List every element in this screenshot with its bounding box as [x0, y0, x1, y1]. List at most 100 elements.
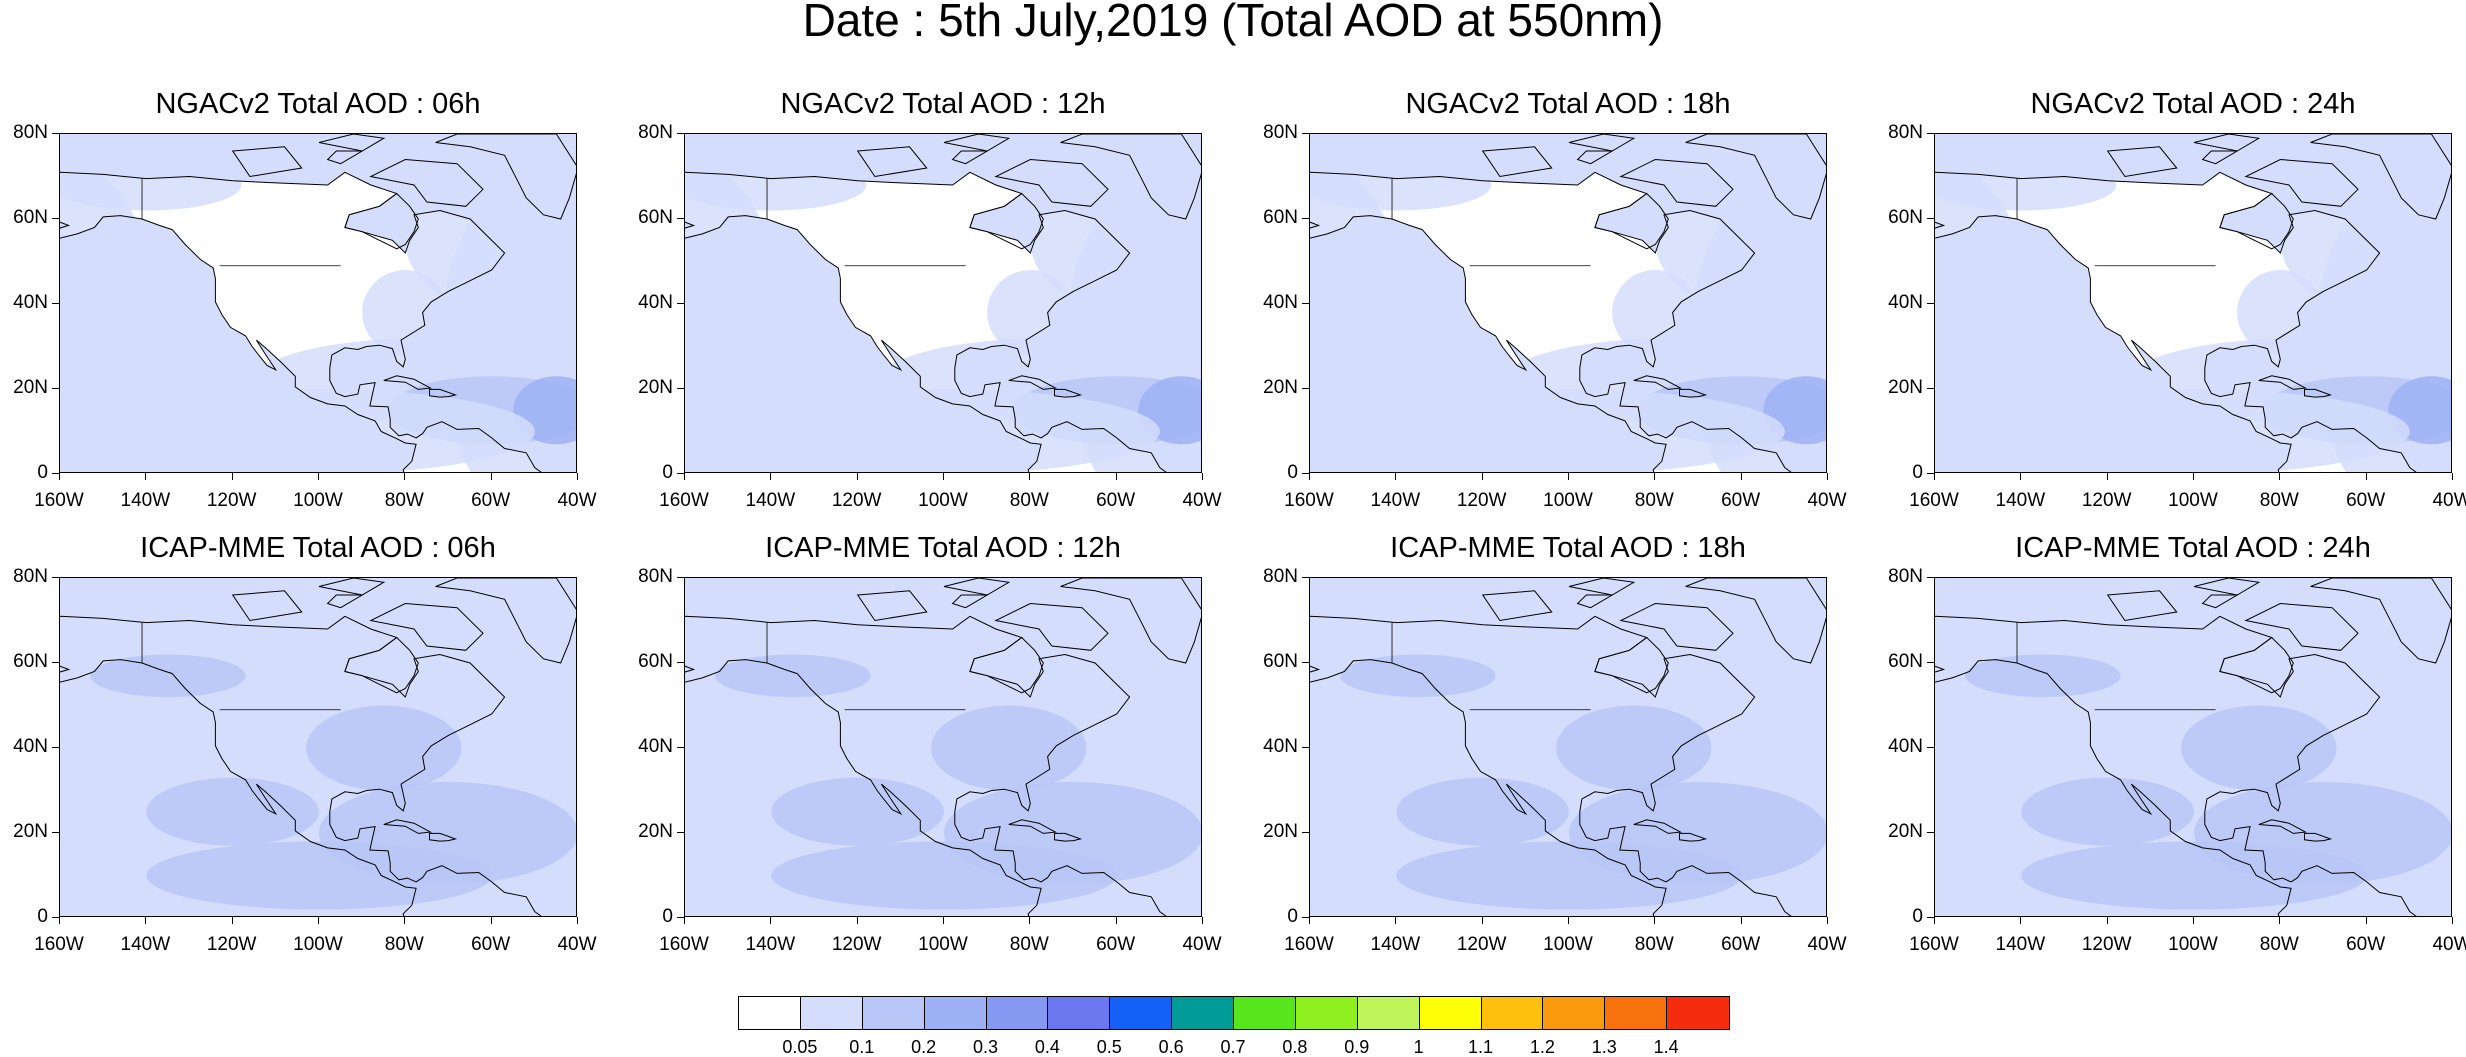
- colorbar-box: [861, 996, 926, 1030]
- colorbar-label: 1.4: [1653, 1037, 1679, 1057]
- colorbar-box: [1666, 996, 1730, 1030]
- lon-tick: [231, 917, 233, 924]
- coastline: [1633, 375, 1683, 390]
- lat-tick: [52, 473, 59, 474]
- lat-tick: [1302, 917, 1309, 918]
- colorbar-label: 0.05: [782, 1037, 818, 1057]
- lat-label: 40N: [13, 736, 48, 757]
- lon-tick: [2452, 917, 2453, 924]
- lon-tick: [1827, 473, 1828, 480]
- lat-label: 80N: [1888, 122, 1923, 143]
- lat-tick: [52, 218, 59, 219]
- coastline: [429, 388, 458, 398]
- lat-tick: [1302, 388, 1309, 389]
- border-line: [766, 622, 966, 711]
- aod-shade: [2280, 172, 2451, 309]
- coastline: [685, 171, 1167, 472]
- coastline: [383, 819, 433, 834]
- colorbar-box: [1171, 996, 1235, 1030]
- lat-tick: [677, 473, 684, 474]
- coastline: [943, 134, 1011, 152]
- lon-label: 140W: [120, 934, 171, 955]
- lat-label: 0: [37, 462, 48, 483]
- lon-tick: [318, 917, 319, 924]
- aod-shade: [362, 270, 449, 355]
- lon-label: 100W: [293, 490, 343, 511]
- lon-tick: [1395, 473, 1397, 480]
- lat-tick: [1927, 832, 1934, 833]
- coastline: [369, 602, 484, 651]
- coastline: [969, 636, 1044, 694]
- aod-shade: [1396, 777, 1569, 846]
- coastline: [231, 590, 303, 622]
- lat-tick: [677, 388, 684, 389]
- lon-tick: [1654, 473, 1656, 480]
- lon-tick: [145, 473, 147, 480]
- coastline: [429, 832, 458, 842]
- aod-map: [1935, 134, 2451, 472]
- lon-label: 60W: [2346, 490, 2386, 511]
- aod-map: [685, 578, 1201, 916]
- lon-tick: [490, 473, 492, 480]
- lon-tick: [1827, 917, 1828, 924]
- colorbar-label: 1.1: [1467, 1037, 1494, 1057]
- lon-tick: [404, 917, 406, 924]
- coastline: [1310, 171, 1792, 472]
- coastline: [1935, 615, 2417, 916]
- lat-label: 0: [1287, 906, 1298, 927]
- panel-title: NGACv2 Total AOD : 18h: [1405, 88, 1731, 120]
- colorbar-box: [1542, 996, 1606, 1030]
- lon-label: 120W: [2081, 490, 2132, 511]
- lat-tick: [52, 388, 59, 389]
- colorbar-label: 1: [1413, 1037, 1424, 1057]
- lat-label: 20N: [638, 377, 673, 398]
- lat-tick: [1302, 218, 1309, 219]
- coastline: [2219, 636, 2294, 694]
- panel-title: NGACv2 Total AOD : 24h: [2030, 88, 2356, 120]
- border-line: [1391, 178, 1591, 267]
- lat-tick: [677, 917, 684, 918]
- lat-label: 40N: [638, 736, 673, 757]
- lon-label: 80W: [1634, 490, 1674, 511]
- aod-shade: [1310, 148, 1405, 460]
- lat-label: 60N: [1263, 651, 1298, 672]
- aod-shade: [1612, 270, 1699, 355]
- lat-tick: [1927, 473, 1934, 474]
- aod-shade: [1935, 148, 2030, 460]
- lat-tick: [1302, 662, 1309, 663]
- coastline: [435, 578, 576, 664]
- lon-label: 160W: [34, 490, 84, 511]
- lat-tick: [1302, 577, 1309, 578]
- lat-label: 20N: [1888, 377, 1923, 398]
- map-frame: [59, 577, 577, 917]
- coastline: [2106, 146, 2178, 178]
- aod-map: [60, 134, 576, 472]
- lat-label: 60N: [13, 651, 48, 672]
- coastline: [856, 146, 928, 178]
- colorbar-label: 0.4: [1034, 1037, 1060, 1057]
- lat-tick: [677, 577, 684, 578]
- coastline: [1568, 134, 1636, 152]
- coastline: [943, 578, 1011, 596]
- lon-tick: [1202, 917, 1203, 924]
- lat-label: 0: [1912, 906, 1923, 927]
- colorbar-box: [1233, 996, 1297, 1030]
- lon-tick: [577, 473, 578, 480]
- coastline: [2201, 150, 2240, 165]
- lat-tick: [1927, 747, 1934, 748]
- lat-label: 20N: [1263, 377, 1298, 398]
- lat-tick: [677, 662, 684, 663]
- lon-label: 80W: [1009, 934, 1049, 955]
- colorbar-label: 0.5: [1096, 1037, 1122, 1057]
- aod-shade: [60, 148, 155, 460]
- colorbar-label: 0.3: [972, 1037, 999, 1057]
- lat-label: 60N: [1888, 207, 1923, 228]
- coastline: [1060, 578, 1201, 664]
- lon-label: 100W: [1543, 934, 1593, 955]
- coastline: [1008, 375, 1058, 390]
- coastline: [1633, 819, 1683, 834]
- lon-label: 140W: [120, 490, 171, 511]
- map-frame: [59, 133, 577, 473]
- lon-label: 140W: [1995, 490, 2046, 511]
- lon-tick: [1740, 473, 1742, 480]
